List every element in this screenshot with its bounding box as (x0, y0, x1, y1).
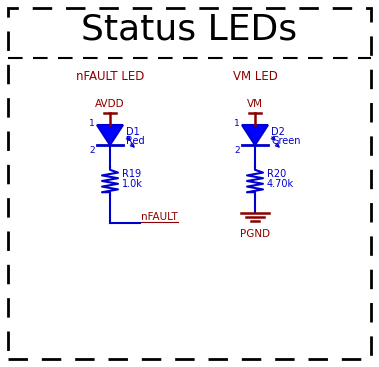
Text: R20: R20 (267, 169, 286, 179)
Polygon shape (97, 125, 123, 145)
Text: Red: Red (126, 136, 145, 146)
Text: PGND: PGND (240, 229, 270, 239)
Text: 4.70k: 4.70k (267, 179, 294, 189)
Text: R19: R19 (122, 169, 141, 179)
Text: nFAULT: nFAULT (141, 212, 178, 222)
Text: 2: 2 (89, 146, 95, 155)
Text: 2: 2 (234, 146, 240, 155)
Text: 1: 1 (89, 119, 95, 127)
Text: VM: VM (247, 99, 263, 109)
Text: D2: D2 (271, 127, 285, 137)
Text: 1: 1 (234, 119, 240, 127)
Text: AVDD: AVDD (95, 99, 125, 109)
Text: Status LEDs: Status LEDs (81, 13, 298, 47)
Text: Green: Green (271, 136, 301, 146)
Text: nFAULT LED: nFAULT LED (76, 69, 144, 83)
Polygon shape (242, 125, 268, 145)
Text: D1: D1 (126, 127, 140, 137)
Text: VM LED: VM LED (233, 69, 277, 83)
Text: 1.0k: 1.0k (122, 179, 143, 189)
